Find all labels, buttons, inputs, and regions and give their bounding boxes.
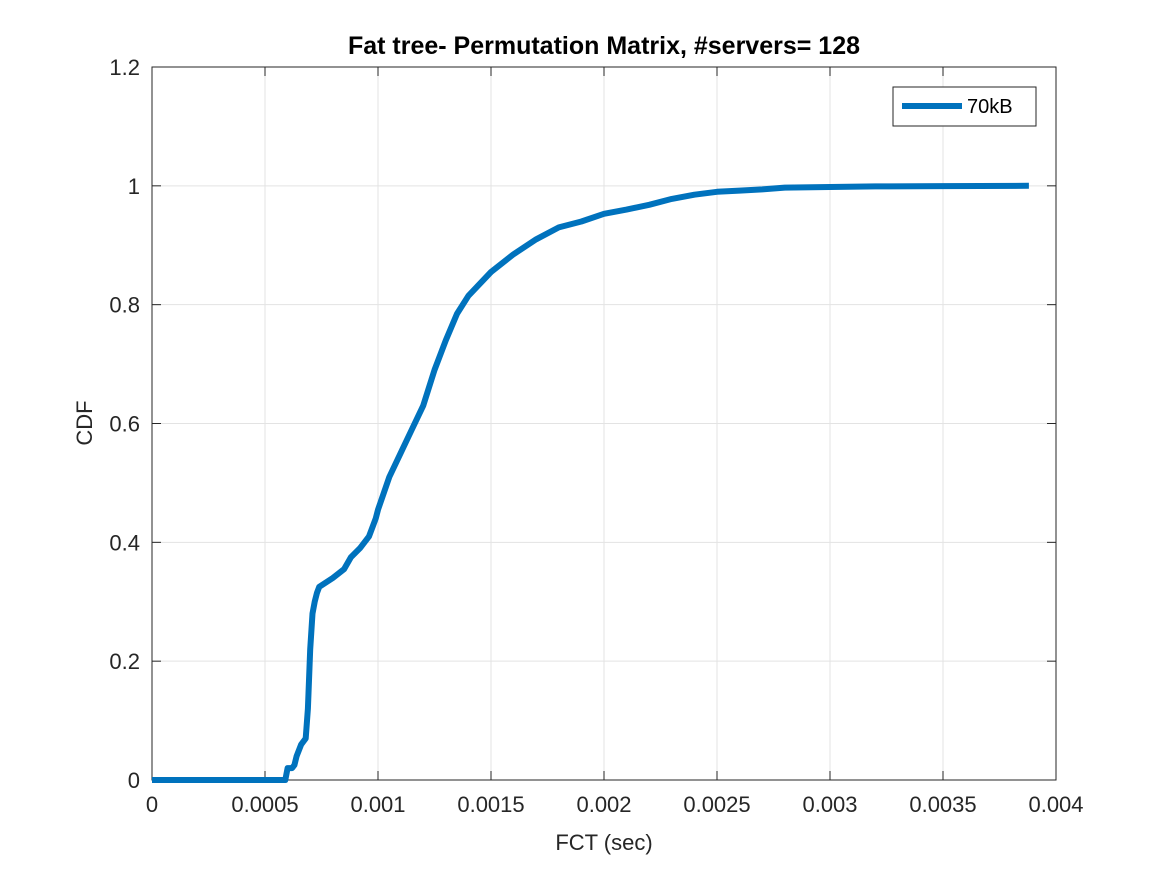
y-tick-label: 0.2 bbox=[109, 649, 140, 674]
y-ticks: 0 0.2 0.4 0.6 0.8 1 1.2 bbox=[109, 55, 1056, 793]
y-tick-label: 0.4 bbox=[109, 530, 140, 555]
x-ticks: 0 0.0005 0.001 0.0015 0.002 0.0025 0.003 0.0035… bbox=[146, 67, 1084, 817]
x-tick-label: 0.001 bbox=[350, 792, 405, 817]
y-tick-label: 1.2 bbox=[109, 55, 140, 80]
series-layer bbox=[152, 182, 1029, 783]
y-tick-label: 1 bbox=[128, 174, 140, 199]
series-line-0 bbox=[152, 182, 1029, 783]
x-tick-label: 0 bbox=[146, 792, 158, 817]
y-axis-label: CDF bbox=[72, 400, 97, 445]
x-tick-label: 0.002 bbox=[576, 792, 631, 817]
x-axis-label: FCT (sec) bbox=[555, 830, 652, 855]
y-tick-label: 0 bbox=[128, 768, 140, 793]
x-tick-label: 0.0025 bbox=[683, 792, 750, 817]
chart-title: Fat tree- Permutation Matrix, #servers= … bbox=[348, 32, 860, 60]
x-tick-label: 0.0035 bbox=[909, 792, 976, 817]
legend-label: 70kB bbox=[967, 96, 1013, 118]
y-tick-label: 0.8 bbox=[109, 293, 140, 318]
legend: 70kB bbox=[892, 86, 1037, 127]
x-tick-label: 0.003 bbox=[802, 792, 857, 817]
x-tick-label: 0.004 bbox=[1028, 792, 1083, 817]
x-tick-label: 0.0005 bbox=[231, 792, 298, 817]
x-tick-label: 0.0015 bbox=[457, 792, 524, 817]
y-tick-label: 0.6 bbox=[109, 412, 140, 437]
